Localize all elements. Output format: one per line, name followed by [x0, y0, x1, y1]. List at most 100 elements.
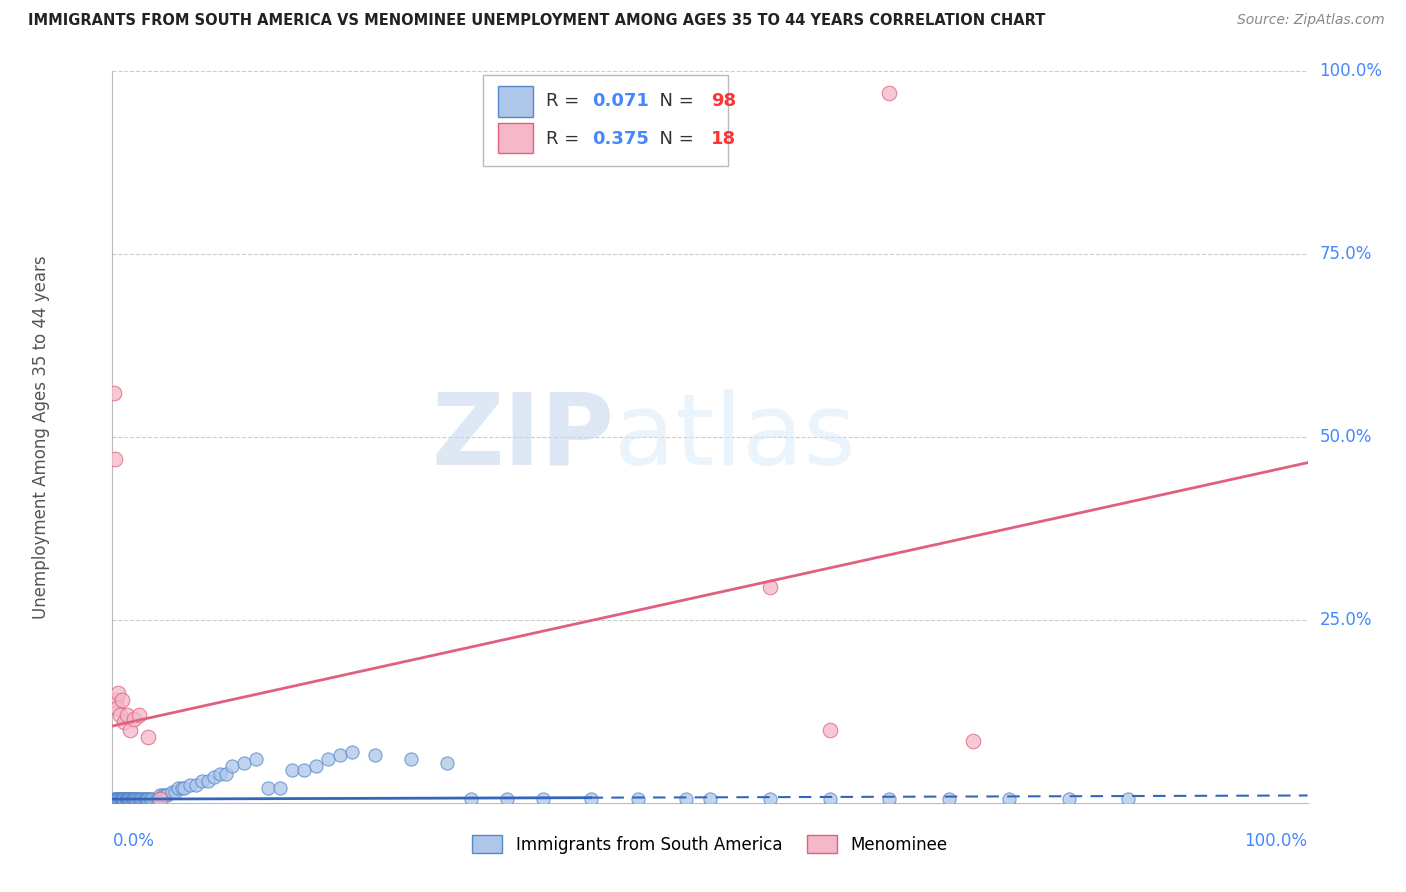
Point	[135, 792, 157, 806]
Point	[156, 789, 179, 803]
Point	[170, 781, 193, 796]
Point	[122, 792, 145, 806]
Point	[257, 781, 280, 796]
Point	[105, 792, 128, 806]
Text: R =: R =	[547, 130, 585, 148]
Point	[125, 792, 148, 806]
Point	[233, 756, 256, 770]
Text: ZIP: ZIP	[432, 389, 614, 485]
Point	[879, 87, 901, 101]
Text: 50.0%: 50.0%	[1320, 428, 1372, 446]
Text: IMMIGRANTS FROM SOUTH AMERICA VS MENOMINEE UNEMPLOYMENT AMONG AGES 35 TO 44 YEAR: IMMIGRANTS FROM SOUTH AMERICA VS MENOMIN…	[28, 13, 1046, 29]
Point	[121, 792, 143, 806]
Point	[401, 752, 423, 766]
Point	[108, 708, 131, 723]
Point	[110, 792, 132, 806]
Text: 100.0%: 100.0%	[1320, 62, 1382, 80]
Point	[112, 792, 135, 806]
Point	[105, 693, 128, 707]
Point	[460, 792, 482, 806]
Point	[127, 792, 149, 806]
Point	[221, 759, 243, 773]
Point	[105, 792, 128, 806]
Point	[818, 723, 841, 737]
Point	[111, 792, 134, 806]
Point	[105, 792, 128, 806]
Point	[111, 792, 134, 806]
Text: Source: ZipAtlas.com: Source: ZipAtlas.com	[1237, 13, 1385, 28]
Point	[163, 785, 186, 799]
Text: R =: R =	[547, 93, 585, 111]
Point	[125, 792, 148, 806]
Point	[292, 763, 315, 777]
Point	[145, 792, 167, 806]
Text: 98: 98	[711, 93, 737, 111]
Point	[114, 792, 135, 806]
Point	[131, 792, 153, 806]
Point	[818, 792, 841, 806]
Point	[186, 778, 208, 792]
Point	[436, 756, 458, 770]
Text: 0.071: 0.071	[592, 93, 648, 111]
Point	[998, 792, 1021, 806]
Point	[105, 700, 128, 714]
Point	[121, 792, 143, 806]
Point	[111, 693, 134, 707]
Text: N =: N =	[648, 93, 699, 111]
Point	[115, 792, 138, 806]
Point	[162, 785, 183, 799]
Point	[120, 723, 142, 737]
Text: 18: 18	[711, 130, 737, 148]
Point	[104, 792, 127, 806]
Point	[202, 770, 225, 784]
Text: N =: N =	[648, 130, 699, 148]
Point	[103, 386, 125, 401]
Point	[759, 580, 782, 594]
Point	[167, 781, 190, 796]
Point	[531, 792, 554, 806]
Point	[179, 778, 201, 792]
Point	[215, 766, 238, 780]
Point	[107, 792, 129, 806]
Point	[138, 730, 160, 744]
Point	[124, 792, 146, 806]
Point	[269, 781, 291, 796]
Point	[107, 792, 129, 806]
Point	[340, 745, 363, 759]
Point	[114, 792, 136, 806]
Point	[110, 792, 132, 806]
Point	[114, 792, 135, 806]
Point	[134, 792, 156, 806]
Text: 75.0%: 75.0%	[1320, 245, 1372, 263]
FancyBboxPatch shape	[499, 122, 533, 153]
Point	[108, 792, 131, 806]
Point	[128, 792, 150, 806]
Point	[118, 792, 141, 806]
Point	[675, 792, 697, 806]
Point	[627, 792, 650, 806]
Text: 25.0%: 25.0%	[1320, 611, 1372, 629]
Point	[496, 792, 519, 806]
Point	[132, 792, 155, 806]
Point	[173, 781, 195, 796]
FancyBboxPatch shape	[499, 86, 533, 117]
FancyBboxPatch shape	[484, 75, 728, 167]
Text: 0.375: 0.375	[592, 130, 648, 148]
Point	[146, 792, 169, 806]
Point	[149, 789, 172, 803]
Point	[107, 792, 129, 806]
Point	[142, 792, 165, 806]
Point	[121, 792, 143, 806]
Point	[316, 752, 339, 766]
Point	[699, 792, 721, 806]
Point	[136, 792, 159, 806]
Text: Unemployment Among Ages 35 to 44 years: Unemployment Among Ages 35 to 44 years	[32, 255, 49, 619]
Point	[128, 708, 150, 723]
Point	[114, 715, 135, 730]
Point	[114, 792, 136, 806]
Point	[153, 789, 176, 803]
Point	[121, 792, 143, 806]
Text: 0.0%: 0.0%	[112, 832, 155, 850]
Point	[105, 792, 128, 806]
Point	[104, 792, 127, 806]
